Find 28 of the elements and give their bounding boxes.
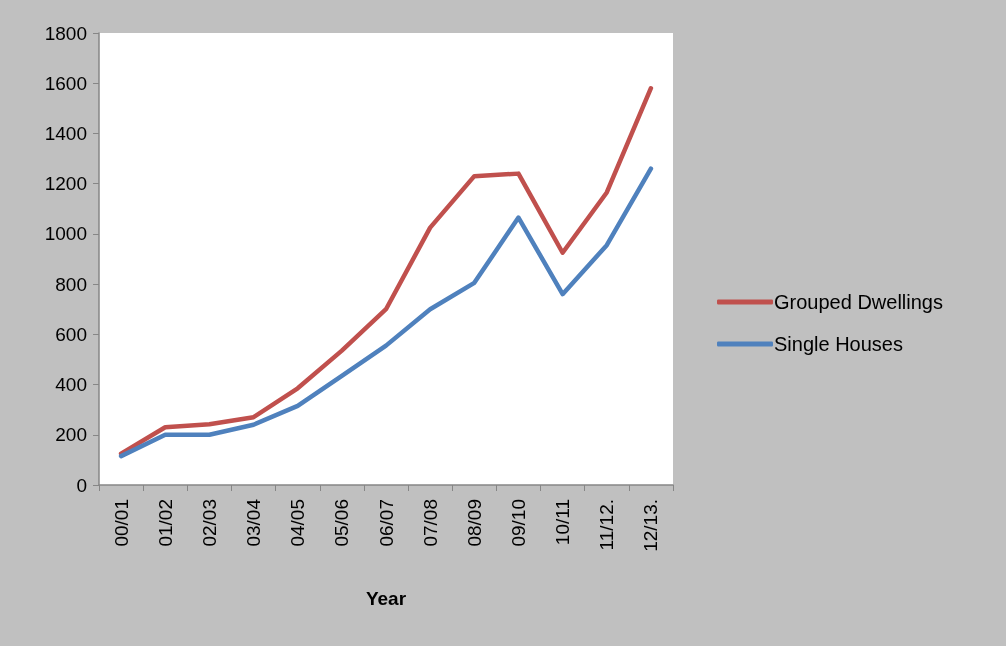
x-axis-title: Year — [365, 588, 407, 609]
y-tick-label: 400 — [55, 374, 87, 396]
y-tick-label: 600 — [55, 323, 87, 345]
legend-label: Single Houses — [774, 333, 903, 355]
x-tick-label: 07/08 — [419, 499, 441, 547]
y-tick-label: 1000 — [44, 223, 87, 245]
x-tick-label: 12/13. — [640, 499, 662, 552]
y-tick-label: 1800 — [44, 22, 87, 44]
x-tick-label: 04/05 — [287, 499, 309, 547]
y-tick-label: 0 — [76, 474, 87, 496]
line-series — [118, 166, 654, 459]
x-tick-label: 01/02 — [154, 499, 176, 547]
y-tick-label: 1600 — [44, 72, 87, 94]
x-tick-label: 08/09 — [463, 499, 485, 547]
x-tick-label: 11/12. — [596, 499, 618, 551]
y-tick-label: 800 — [55, 273, 87, 295]
y-tick-label: 1400 — [44, 122, 87, 144]
x-tick-label: 02/03 — [198, 499, 220, 547]
x-tick-label: 05/06 — [331, 499, 353, 547]
x-tick-label: 09/10 — [507, 499, 529, 547]
x-tick-label: 06/07 — [375, 499, 397, 547]
y-tick-label: 200 — [55, 424, 87, 446]
x-tick-label: 00/01 — [110, 499, 132, 547]
legend-label: Grouped Dwellings — [774, 291, 943, 313]
y-tick-label: 1200 — [44, 173, 87, 195]
line-series — [118, 85, 654, 456]
x-tick-label: 03/04 — [243, 498, 265, 547]
x-tick-label: 10/11 — [552, 499, 574, 546]
